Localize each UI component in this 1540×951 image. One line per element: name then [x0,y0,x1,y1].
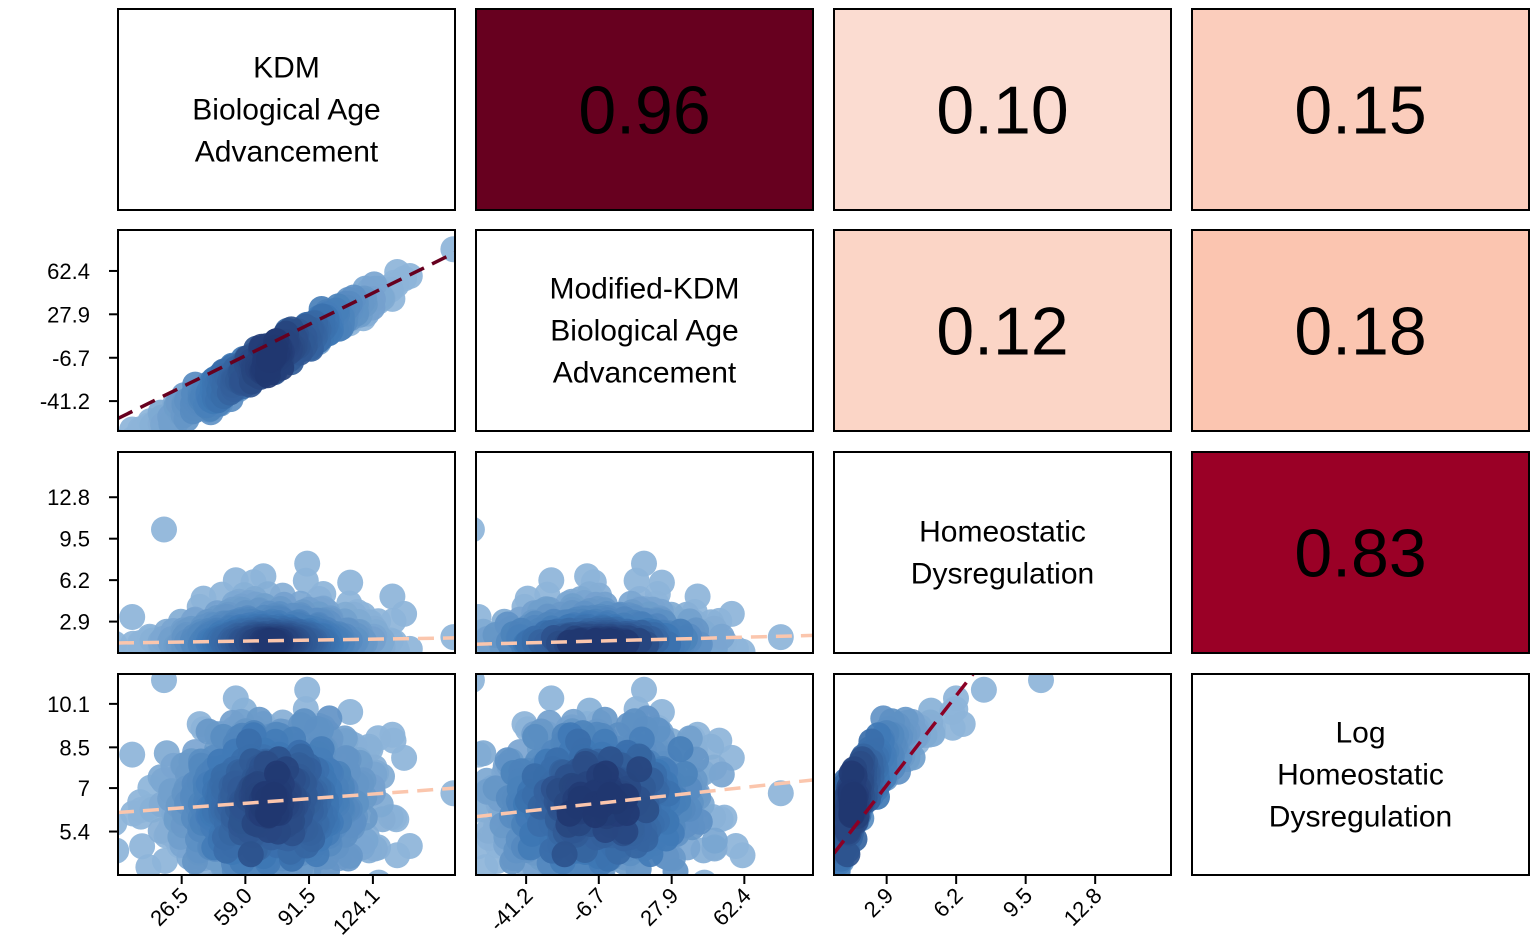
scatter-point [118,428,124,431]
scatter-point [970,676,997,703]
scatter-point [722,833,749,859]
scatter-point [667,736,694,763]
correlation-cell [1192,9,1529,210]
variable-label-line: Homeostatic [1277,759,1444,792]
scatter-point [476,854,499,875]
scatter-point [820,883,846,909]
correlation-value: 0.18 [1294,294,1426,370]
scatter-panel-3-0 [118,674,455,875]
scatter-point [820,879,846,905]
scatter-point [440,236,455,263]
scatter-point [337,699,364,725]
scatter-point [396,833,423,859]
scatter-point [337,569,364,596]
correlation-cell [834,9,1171,210]
variable-label-line: Log [1335,717,1385,750]
scatter-panel-2-0 [118,516,455,653]
scatter-point [817,880,843,906]
scatter-point [445,838,471,864]
scatter-point [939,699,966,725]
scatter-point [368,869,390,875]
correlation-value: 0.83 [1294,516,1426,592]
scatter-point [476,740,497,767]
scatter-point [294,676,321,703]
scatter-point [708,623,735,650]
scatter-point [133,428,149,431]
scatter-point [693,869,715,875]
scatter-point [379,721,406,748]
scatter-point [118,837,130,864]
scatter-point [522,723,549,750]
correlation-cell [1192,230,1529,431]
scatter-point [582,629,609,653]
scatter-point [538,685,565,712]
scatter-panel-2-1 [476,517,794,653]
scatter-point [119,604,146,630]
scatter-point [708,761,735,788]
scatter-point [819,890,845,916]
variable-label-line: Dysregulation [1269,801,1452,834]
scatter-point [391,744,418,771]
correlation-value: 0.10 [936,73,1068,149]
scatter-point [119,741,146,768]
scatter-point [834,872,841,875]
scatter-point [256,802,282,829]
scatter-point [135,854,162,875]
scatter-panel-3-2 [816,674,1054,928]
scatter-point [701,827,728,854]
scatter-point [440,780,455,807]
scatter-point [379,583,406,610]
scatter-point [816,902,842,928]
scatter-point [151,516,177,543]
scatter-point [626,756,653,783]
scatter-point [256,629,282,653]
scatter-point [476,674,485,693]
scatter-point [118,810,128,836]
variable-label-line: KDM [253,52,320,85]
scatter-point [129,833,156,860]
correlation-cell [1192,452,1529,653]
scatter-point [476,517,485,542]
variable-label-line: Advancement [195,136,379,169]
scatter-panel-1-0 [101,236,455,462]
correlation-cell [834,230,1171,431]
scatter-point [529,902,555,928]
scatter-point [445,804,471,830]
scatter-point [767,780,794,807]
correlation-cell [476,9,813,210]
scatter-point [592,760,619,787]
scatter-point [551,841,578,868]
scatter-point [1028,674,1054,694]
scatter-point [582,802,609,829]
scatter-point [256,346,282,373]
variable-label-line: Homeostatic [919,516,1086,549]
variable-label-line: Biological Age [192,94,380,127]
correlation-value: 0.12 [936,294,1068,370]
variable-label-line: Biological Age [550,315,738,348]
scatter-point [264,760,290,787]
scatter-point [718,600,745,627]
panel-content-layer: KDM Biological Age Advancement Modified-KDM… [101,52,1452,928]
scatter-point [101,436,127,462]
scatter-point [538,567,565,594]
scatter-point [633,797,660,824]
scatter-point [671,760,698,787]
variable-label-line: Modified-KDM [549,273,739,306]
scatter-point [662,858,689,875]
correlation-value: 0.96 [578,73,710,149]
correlation-value: 0.15 [1294,73,1426,149]
scatter-point [817,881,843,907]
variable-label-line: Advancement [553,357,737,390]
scatter-point [617,879,643,905]
scatter-point [237,841,264,868]
scatter-point [151,674,177,694]
panel-fill-layer [476,9,1529,653]
variable-label-line: Dysregulation [911,558,1094,591]
